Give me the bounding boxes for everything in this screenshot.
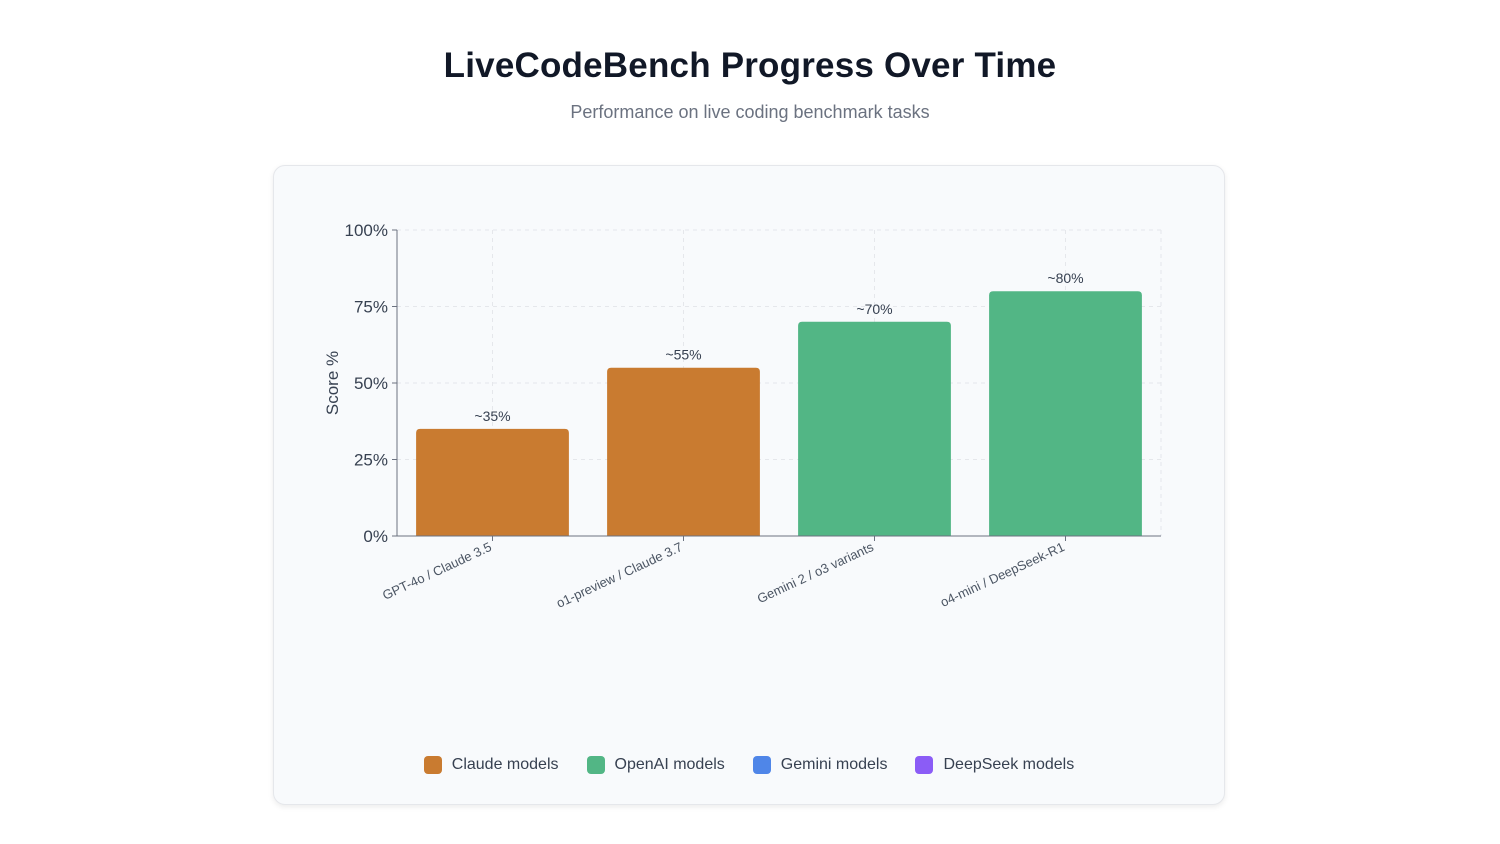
y-tick-label: 100% (345, 221, 388, 240)
bar[interactable] (989, 291, 1142, 536)
chart-title: LiveCodeBench Progress Over Time (443, 46, 1057, 85)
legend-swatch (423, 756, 442, 774)
legend-label: OpenAI models (614, 756, 725, 773)
bar[interactable] (416, 428, 569, 536)
chart-legend: Claude models OpenAI models Gemini models D… (274, 756, 1224, 774)
legend-swatch (752, 756, 771, 774)
x-tick-label: GPT-4o / Claude 3.5 (380, 539, 494, 603)
chart-card: ~35% ~55% ~70% ~80% 0% 25% 50% 75% 100% GPT-4o / … (273, 165, 1225, 805)
chart-subtitle: Performance on live coding benchmark tas… (570, 102, 930, 122)
legend-item[interactable]: Gemini models (752, 756, 888, 774)
y-tick-label: 25% (354, 451, 388, 470)
legend-item[interactable]: OpenAI models (586, 756, 725, 774)
data-label: ~35% (474, 408, 510, 424)
data-label: ~80% (1047, 270, 1083, 286)
legend-swatch (586, 756, 605, 774)
legend-item[interactable]: DeepSeek models (915, 756, 1074, 774)
x-tick-label: o1-preview / Claude 3.7 (554, 539, 685, 611)
bar[interactable] (607, 367, 760, 536)
legend-swatch (915, 756, 934, 774)
y-tick-label: 50% (354, 374, 388, 393)
y-axis-title: Score % (323, 351, 342, 415)
bar[interactable] (798, 321, 951, 536)
x-tick-label: Gemini 2 / o3 variants (755, 539, 876, 606)
data-label: ~70% (856, 301, 892, 317)
legend-item[interactable]: Claude models (423, 756, 559, 774)
y-tick-label: 75% (354, 298, 388, 317)
legend-label: DeepSeek models (943, 756, 1075, 773)
bar-chart: ~35% ~55% ~70% ~80% 0% 25% 50% 75% 100% GPT-4o / … (323, 221, 1162, 611)
x-tick-label: o4-mini / DeepSeek-R1 (938, 539, 1067, 610)
data-label: ~55% (665, 347, 701, 363)
y-tick-label: 0% (363, 527, 388, 546)
legend-label: Claude models (451, 756, 559, 773)
legend-label: Gemini models (780, 756, 888, 773)
